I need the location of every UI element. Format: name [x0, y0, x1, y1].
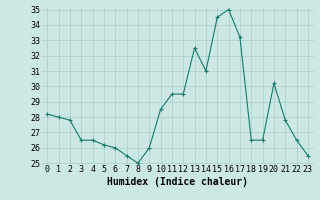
X-axis label: Humidex (Indice chaleur): Humidex (Indice chaleur): [107, 177, 248, 187]
